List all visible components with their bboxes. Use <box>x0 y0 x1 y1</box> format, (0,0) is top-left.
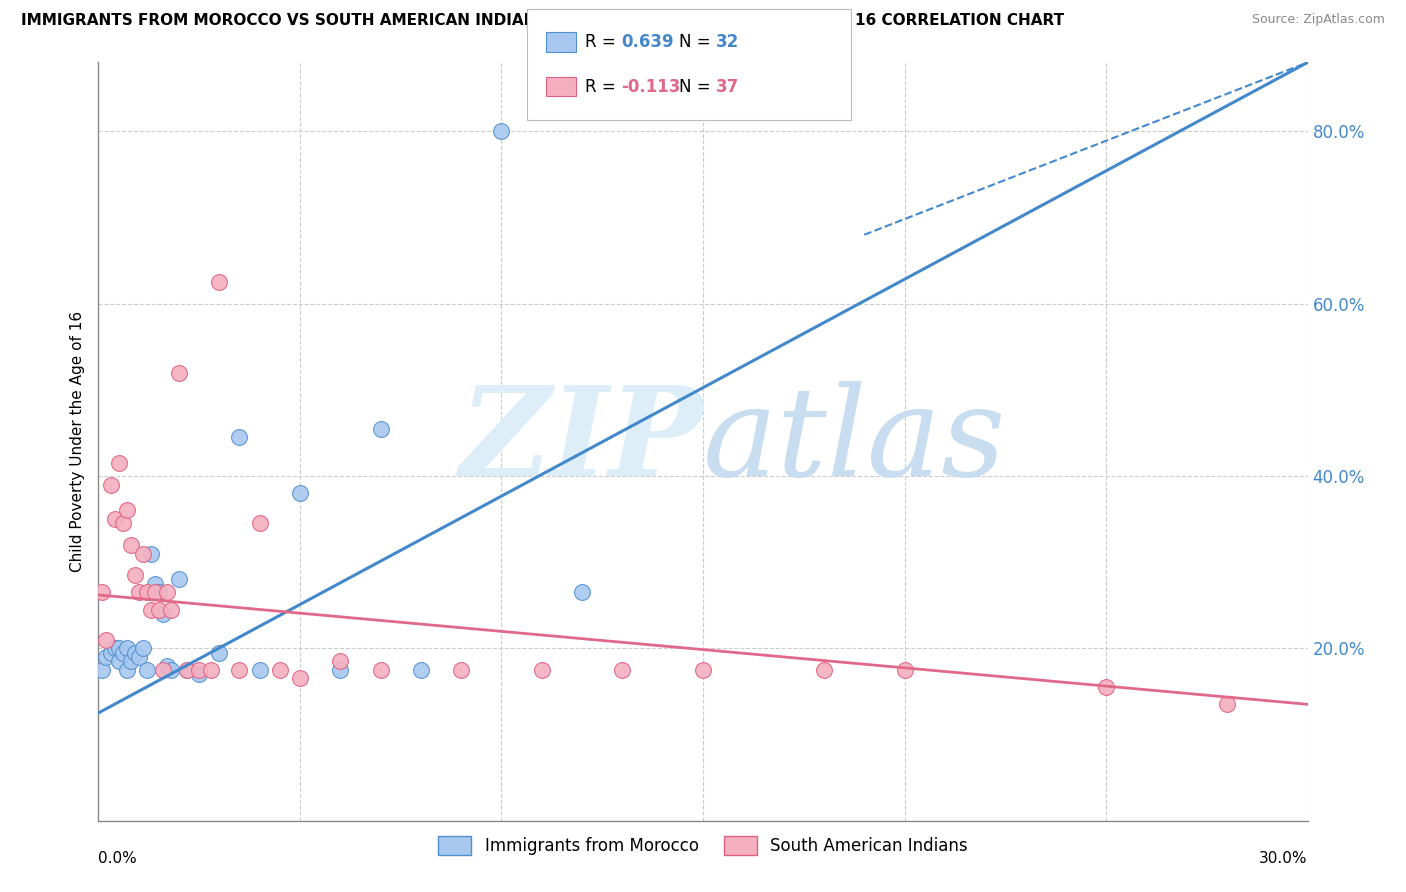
Point <box>135 663 157 677</box>
Point <box>156 585 179 599</box>
Point <box>288 672 311 686</box>
Point <box>156 658 179 673</box>
Point <box>96 632 118 647</box>
Point <box>491 124 513 138</box>
Point <box>96 649 118 664</box>
Point <box>228 430 250 444</box>
Point <box>1216 698 1239 712</box>
Point <box>208 275 231 289</box>
Point <box>111 516 134 531</box>
Text: ZIP: ZIP <box>460 381 703 502</box>
Point <box>115 641 138 656</box>
Point <box>176 663 198 677</box>
Point <box>107 654 129 668</box>
Point <box>249 663 271 677</box>
Text: 0.639: 0.639 <box>621 33 673 51</box>
Point <box>100 477 122 491</box>
Point <box>103 512 125 526</box>
Point <box>160 663 183 677</box>
Point <box>103 641 125 656</box>
Point <box>100 646 122 660</box>
Text: N =: N = <box>679 33 716 51</box>
Point <box>132 641 155 656</box>
Text: 0.0%: 0.0% <box>98 851 138 866</box>
Point <box>167 573 190 587</box>
Point <box>228 663 250 677</box>
Point <box>107 641 129 656</box>
Point <box>409 663 432 677</box>
Legend: Immigrants from Morocco, South American Indians: Immigrants from Morocco, South American … <box>432 829 974 862</box>
Point <box>288 486 311 500</box>
Point <box>893 663 915 677</box>
Text: atlas: atlas <box>703 381 1007 502</box>
Point <box>107 456 129 470</box>
Point <box>612 663 634 677</box>
Text: 32: 32 <box>716 33 740 51</box>
Point <box>1095 680 1118 694</box>
Point <box>167 366 190 380</box>
Point <box>124 646 146 660</box>
Point <box>188 663 211 677</box>
Point <box>249 516 271 531</box>
Point <box>188 667 211 681</box>
Point <box>115 503 138 517</box>
Text: -0.113: -0.113 <box>621 78 681 95</box>
Point <box>115 663 138 677</box>
Point <box>148 602 170 616</box>
Point <box>530 663 553 677</box>
Text: 30.0%: 30.0% <box>1260 851 1308 866</box>
Point <box>692 663 714 677</box>
Point <box>571 585 593 599</box>
Point <box>152 663 174 677</box>
Text: Source: ZipAtlas.com: Source: ZipAtlas.com <box>1251 13 1385 27</box>
Text: R =: R = <box>585 33 621 51</box>
Point <box>132 547 155 561</box>
Point <box>329 654 352 668</box>
Point <box>370 663 392 677</box>
Point <box>208 646 231 660</box>
Point <box>124 568 146 582</box>
Point <box>91 585 114 599</box>
Text: R =: R = <box>585 78 621 95</box>
Point <box>200 663 222 677</box>
Point <box>139 602 162 616</box>
Point <box>329 663 352 677</box>
Point <box>148 585 170 599</box>
Point <box>111 646 134 660</box>
Point <box>139 547 162 561</box>
Point <box>813 663 835 677</box>
Point <box>143 585 166 599</box>
Point <box>120 654 142 668</box>
Point <box>128 649 150 664</box>
Point <box>176 663 198 677</box>
Point <box>450 663 472 677</box>
Point <box>269 663 291 677</box>
Point <box>160 602 183 616</box>
Y-axis label: Child Poverty Under the Age of 16: Child Poverty Under the Age of 16 <box>70 311 86 572</box>
Point <box>152 607 174 621</box>
Point <box>120 538 142 552</box>
Point <box>370 422 392 436</box>
Text: 37: 37 <box>716 78 740 95</box>
Text: N =: N = <box>679 78 716 95</box>
Point <box>128 585 150 599</box>
Point <box>143 576 166 591</box>
Text: IMMIGRANTS FROM MOROCCO VS SOUTH AMERICAN INDIAN CHILD POVERTY UNDER THE AGE OF : IMMIGRANTS FROM MOROCCO VS SOUTH AMERICA… <box>21 13 1064 29</box>
Point <box>91 663 114 677</box>
Point <box>135 585 157 599</box>
